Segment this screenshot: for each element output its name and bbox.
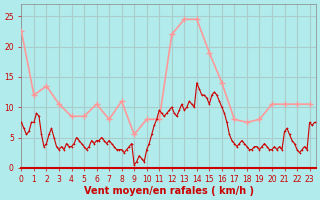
X-axis label: Vent moyen/en rafales ( km/h ): Vent moyen/en rafales ( km/h )	[84, 186, 254, 196]
